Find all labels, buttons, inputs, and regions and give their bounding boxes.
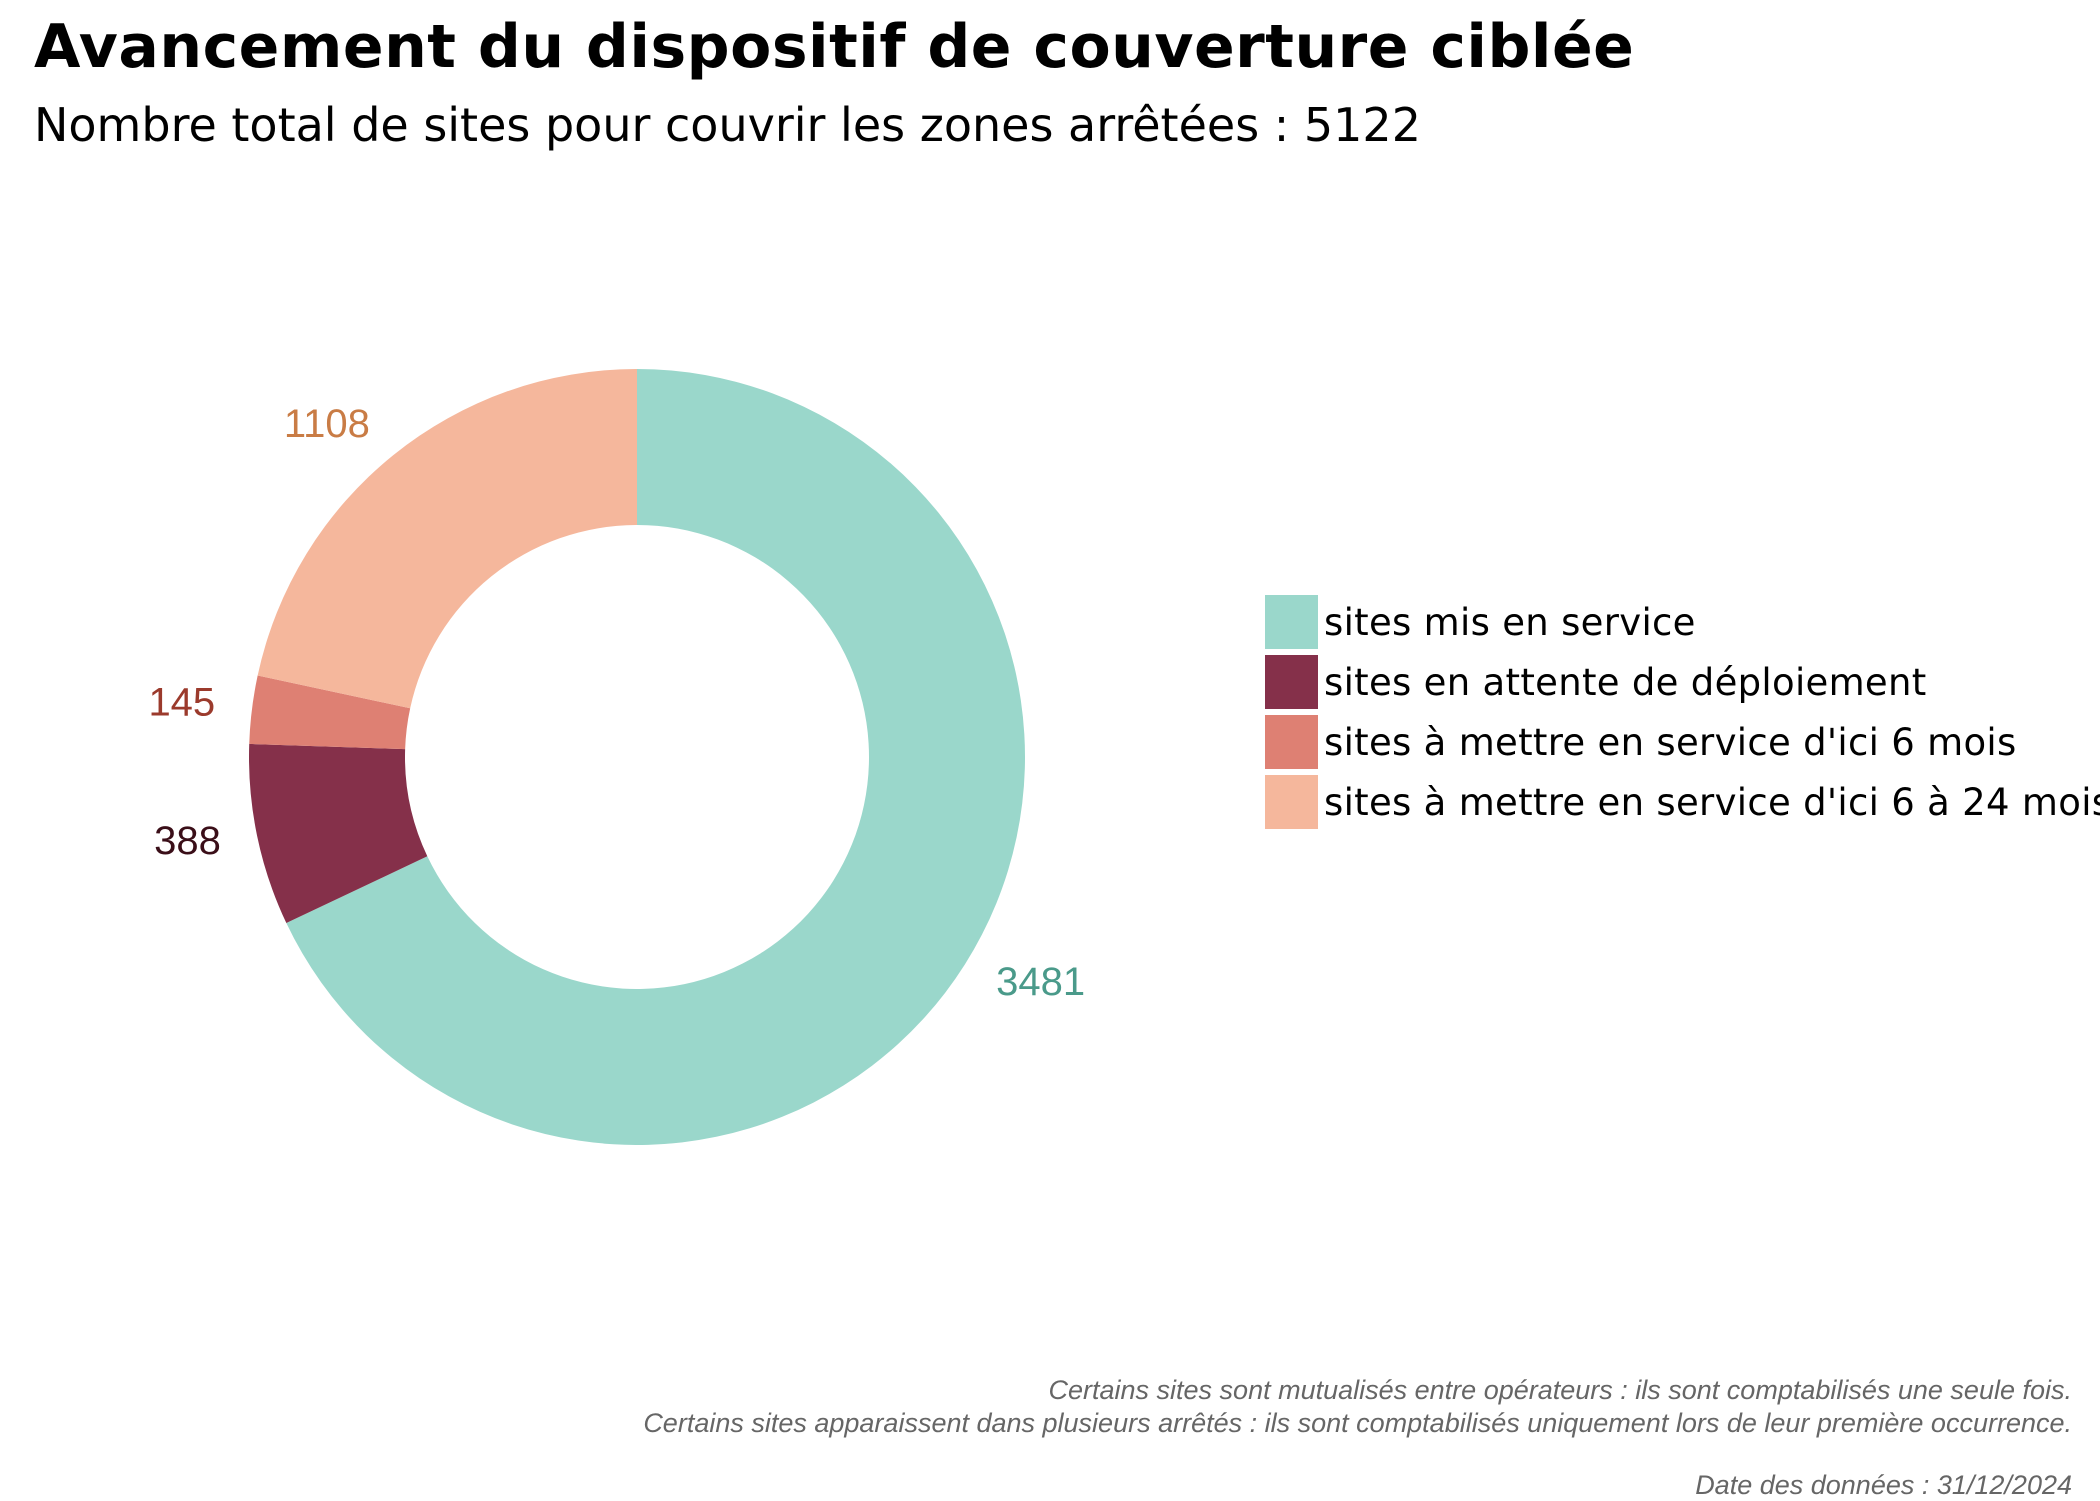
legend-item: sites mis en service xyxy=(1265,592,2100,652)
data-date: Date des données : 31/12/2024 xyxy=(1695,1470,2072,1500)
note-line: Certains sites sont mutualisés entre opé… xyxy=(1048,1375,2073,1405)
donut-slice xyxy=(248,743,428,924)
donut-slice xyxy=(286,369,1025,1145)
legend-swatch xyxy=(1265,715,1318,769)
legend-item: sites en attente de déploiement xyxy=(1265,652,2100,712)
legend-label: sites à mettre en service d'ici 6 à 24 m… xyxy=(1324,780,2100,824)
slice-value-label: 145 xyxy=(148,681,215,725)
slice-value-label: 1108 xyxy=(284,402,370,446)
legend-swatch xyxy=(1265,595,1318,649)
legend-label: sites mis en service xyxy=(1324,600,1696,644)
donut-slice xyxy=(249,675,411,750)
chart-title: Avancement du dispositif de couverture c… xyxy=(34,12,1635,82)
chart-notes: Certains sites sont mutualisés entre opé… xyxy=(643,1374,2072,1440)
legend-swatch xyxy=(1265,655,1318,709)
legend: sites mis en service sites en attente de… xyxy=(1265,592,2100,832)
slice-value-label: 388 xyxy=(154,819,221,863)
legend-swatch xyxy=(1265,775,1318,829)
legend-item: sites à mettre en service d'ici 6 à 24 m… xyxy=(1265,772,2100,832)
donut-slice xyxy=(257,369,637,709)
legend-label: sites à mettre en service d'ici 6 mois xyxy=(1324,720,2017,764)
legend-item: sites à mettre en service d'ici 6 mois xyxy=(1265,712,2100,772)
chart-subtitle: Nombre total de sites pour couvrir les z… xyxy=(34,98,1421,152)
legend-label: sites en attente de déploiement xyxy=(1324,660,1927,704)
note-line: Certains sites apparaissent dans plusieu… xyxy=(643,1408,2072,1438)
slice-value-label: 3481 xyxy=(996,960,1085,1004)
